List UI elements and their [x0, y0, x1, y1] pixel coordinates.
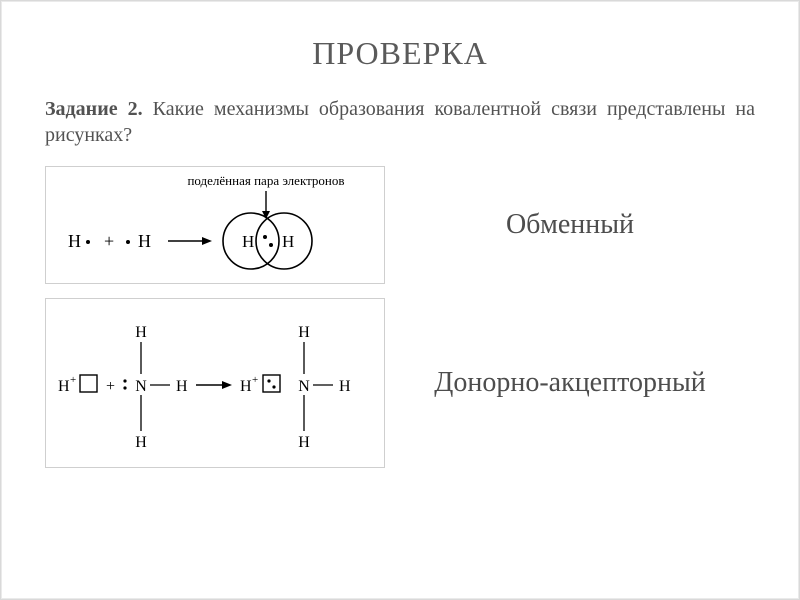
h-plus-left: H [58, 378, 70, 395]
nh-right-right: H [339, 378, 351, 395]
slide: ПРОВЕРКА Задание 2. Какие механизмы обра… [0, 0, 800, 600]
h-plus-right: H [240, 378, 252, 395]
electron-dot-1 [86, 240, 90, 244]
reaction-arrow2-head [222, 381, 232, 389]
pair-label: поделённая пара электронов [187, 173, 344, 188]
nh-right-left: H [176, 378, 188, 395]
n-left: N [135, 378, 147, 395]
shared-electron-1 [263, 235, 267, 239]
n-right: N [298, 378, 310, 395]
question-prefix: Задание 2. [45, 98, 143, 120]
nh-top-left: H [135, 324, 147, 341]
nh-bot-right: H [298, 434, 310, 451]
reaction-arrow-head [202, 237, 212, 245]
lonepair-dot-1 [123, 379, 126, 382]
plus-sign: + [104, 231, 114, 251]
vacant-orbital-left [80, 375, 97, 392]
question-rest: Какие механизмы образования ковалентной … [45, 98, 755, 146]
orbital-electron-1 [267, 379, 270, 382]
row-exchange: поделённая пара электронов H + H H H [45, 166, 755, 284]
answer-donor-acceptor: Донорно-акцепторный [385, 367, 755, 399]
h-plus-sign-left: + [70, 374, 76, 386]
h-plus-sign-right: + [252, 374, 258, 386]
atom-h-left: H [68, 231, 81, 251]
atom-h-right: H [138, 231, 151, 251]
lonepair-dot-2 [123, 386, 126, 389]
product-h-right: H [282, 232, 294, 251]
electron-dot-2 [126, 240, 130, 244]
product-h-left: H [242, 232, 254, 251]
shared-electron-2 [269, 243, 273, 247]
plus-operator: + [106, 378, 115, 395]
nh-top-right: H [298, 324, 310, 341]
filled-orbital-right [263, 375, 280, 392]
row-donor-acceptor: H + + N H H H [45, 298, 755, 468]
slide-title: ПРОВЕРКА [45, 35, 755, 72]
orbital-electron-2 [272, 385, 275, 388]
answer-exchange: Обменный [385, 209, 755, 241]
diagram-donor-acceptor: H + + N H H H [45, 298, 385, 468]
question-text: Задание 2. Какие механизмы образования к… [45, 96, 755, 148]
nh-bot-left: H [135, 434, 147, 451]
diagram-exchange: поделённая пара электронов H + H H H [45, 166, 385, 284]
